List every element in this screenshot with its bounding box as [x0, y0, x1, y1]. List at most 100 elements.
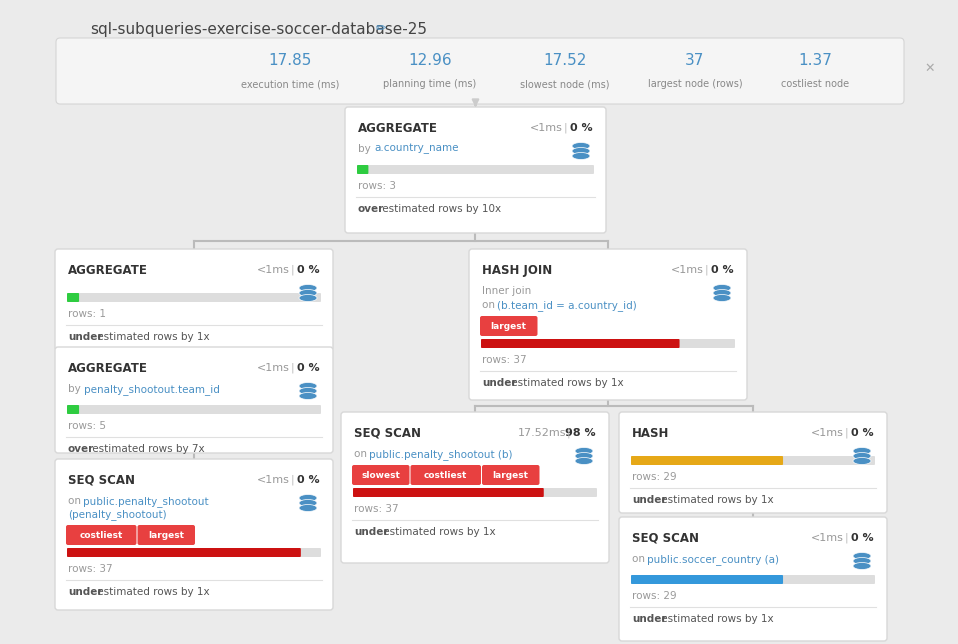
FancyBboxPatch shape: [67, 548, 321, 557]
Text: 0 %: 0 %: [297, 475, 320, 485]
Text: |: |: [566, 428, 570, 439]
Ellipse shape: [299, 285, 317, 292]
FancyBboxPatch shape: [341, 412, 609, 563]
Text: Inner join: Inner join: [482, 286, 532, 296]
Text: <1ms: <1ms: [257, 265, 290, 275]
Text: public.penalty_shootout (b): public.penalty_shootout (b): [369, 449, 513, 460]
Text: 0 %: 0 %: [712, 265, 734, 275]
Ellipse shape: [853, 453, 871, 460]
Text: on: on: [482, 300, 498, 310]
Text: rows: 5: rows: 5: [68, 421, 106, 431]
Text: 37: 37: [685, 53, 705, 68]
FancyBboxPatch shape: [357, 165, 594, 174]
Text: rows: 1: rows: 1: [68, 309, 106, 319]
Text: under: under: [482, 378, 516, 388]
Text: (penalty_shootout): (penalty_shootout): [68, 509, 167, 520]
FancyBboxPatch shape: [353, 488, 544, 497]
FancyBboxPatch shape: [480, 316, 537, 336]
Text: 17.52: 17.52: [543, 53, 586, 68]
Ellipse shape: [572, 153, 590, 160]
Text: |: |: [844, 533, 848, 544]
FancyBboxPatch shape: [67, 293, 321, 302]
Text: costliest: costliest: [424, 471, 468, 480]
Text: slowest: slowest: [361, 471, 400, 480]
Text: <1ms: <1ms: [530, 123, 563, 133]
FancyBboxPatch shape: [67, 548, 301, 557]
Ellipse shape: [299, 388, 317, 395]
Text: HASH JOIN: HASH JOIN: [482, 263, 552, 276]
Ellipse shape: [572, 147, 590, 155]
FancyBboxPatch shape: [55, 459, 333, 610]
Ellipse shape: [299, 290, 317, 296]
Text: under: under: [632, 495, 667, 505]
FancyBboxPatch shape: [410, 465, 481, 485]
Text: under: under: [68, 587, 103, 597]
Text: 0 %: 0 %: [297, 363, 320, 373]
Text: estimated rows by 1x: estimated rows by 1x: [94, 587, 210, 597]
FancyBboxPatch shape: [482, 465, 539, 485]
Text: sql-subqueries-exercise-soccer-database-25: sql-subqueries-exercise-soccer-database-…: [90, 22, 427, 37]
Ellipse shape: [853, 562, 871, 569]
Text: on: on: [354, 449, 370, 459]
Text: largest: largest: [492, 471, 529, 480]
Text: estimated rows by 1x: estimated rows by 1x: [94, 332, 210, 342]
Text: estimated rows by 1x: estimated rows by 1x: [380, 527, 495, 537]
Text: 0 %: 0 %: [297, 265, 320, 275]
Text: on: on: [68, 496, 84, 506]
Text: on: on: [632, 554, 649, 564]
Text: (b.team_id = a.country_id): (b.team_id = a.country_id): [497, 300, 637, 311]
Text: planning time (ms): planning time (ms): [383, 79, 477, 89]
Ellipse shape: [713, 285, 731, 292]
Text: over: over: [358, 204, 384, 214]
Text: 12.96: 12.96: [408, 53, 452, 68]
FancyBboxPatch shape: [481, 339, 735, 348]
FancyBboxPatch shape: [67, 293, 80, 302]
Text: largest node (rows): largest node (rows): [648, 79, 742, 89]
Text: <1ms: <1ms: [257, 363, 290, 373]
Text: estimated rows by 1x: estimated rows by 1x: [658, 495, 774, 505]
Text: estimated rows by 1x: estimated rows by 1x: [658, 614, 774, 624]
Ellipse shape: [299, 392, 317, 399]
Text: 1.37: 1.37: [798, 53, 832, 68]
Text: a.country_name: a.country_name: [374, 144, 459, 155]
Text: HASH: HASH: [632, 426, 670, 439]
Ellipse shape: [853, 448, 871, 455]
Text: |: |: [563, 123, 567, 133]
Text: <1ms: <1ms: [257, 475, 290, 485]
Text: ✕: ✕: [924, 61, 935, 75]
Ellipse shape: [299, 495, 317, 502]
Text: under: under: [68, 332, 103, 342]
Text: by: by: [358, 144, 374, 154]
Text: AGGREGATE: AGGREGATE: [358, 122, 438, 135]
FancyBboxPatch shape: [631, 456, 875, 465]
FancyBboxPatch shape: [469, 249, 747, 400]
Text: rows: 29: rows: 29: [632, 472, 676, 482]
Text: costliest: costliest: [80, 531, 123, 540]
Text: rows: 37: rows: 37: [482, 355, 527, 365]
Text: SEQ SCAN: SEQ SCAN: [354, 426, 421, 439]
Text: <1ms: <1ms: [811, 533, 844, 543]
Text: 98 %: 98 %: [565, 428, 596, 438]
Text: |: |: [290, 265, 294, 275]
Text: 17.52ms: 17.52ms: [517, 428, 566, 438]
FancyBboxPatch shape: [619, 412, 887, 513]
Text: rows: 29: rows: 29: [632, 591, 676, 601]
Ellipse shape: [299, 383, 317, 390]
Text: public.penalty_shootout: public.penalty_shootout: [83, 496, 209, 507]
Ellipse shape: [713, 290, 731, 296]
FancyBboxPatch shape: [352, 465, 409, 485]
FancyBboxPatch shape: [619, 517, 887, 641]
Ellipse shape: [853, 457, 871, 464]
FancyBboxPatch shape: [67, 405, 80, 414]
Ellipse shape: [575, 453, 593, 460]
Text: estimated rows by 1x: estimated rows by 1x: [508, 378, 624, 388]
Text: <1ms: <1ms: [672, 265, 704, 275]
Text: 0 %: 0 %: [852, 428, 874, 438]
Text: |: |: [290, 475, 294, 485]
Text: by: by: [68, 384, 84, 394]
Text: under: under: [354, 527, 389, 537]
Ellipse shape: [299, 294, 317, 301]
Text: costliest node: costliest node: [781, 79, 849, 89]
FancyBboxPatch shape: [631, 575, 875, 584]
Text: public.soccer_country (a): public.soccer_country (a): [647, 554, 779, 565]
